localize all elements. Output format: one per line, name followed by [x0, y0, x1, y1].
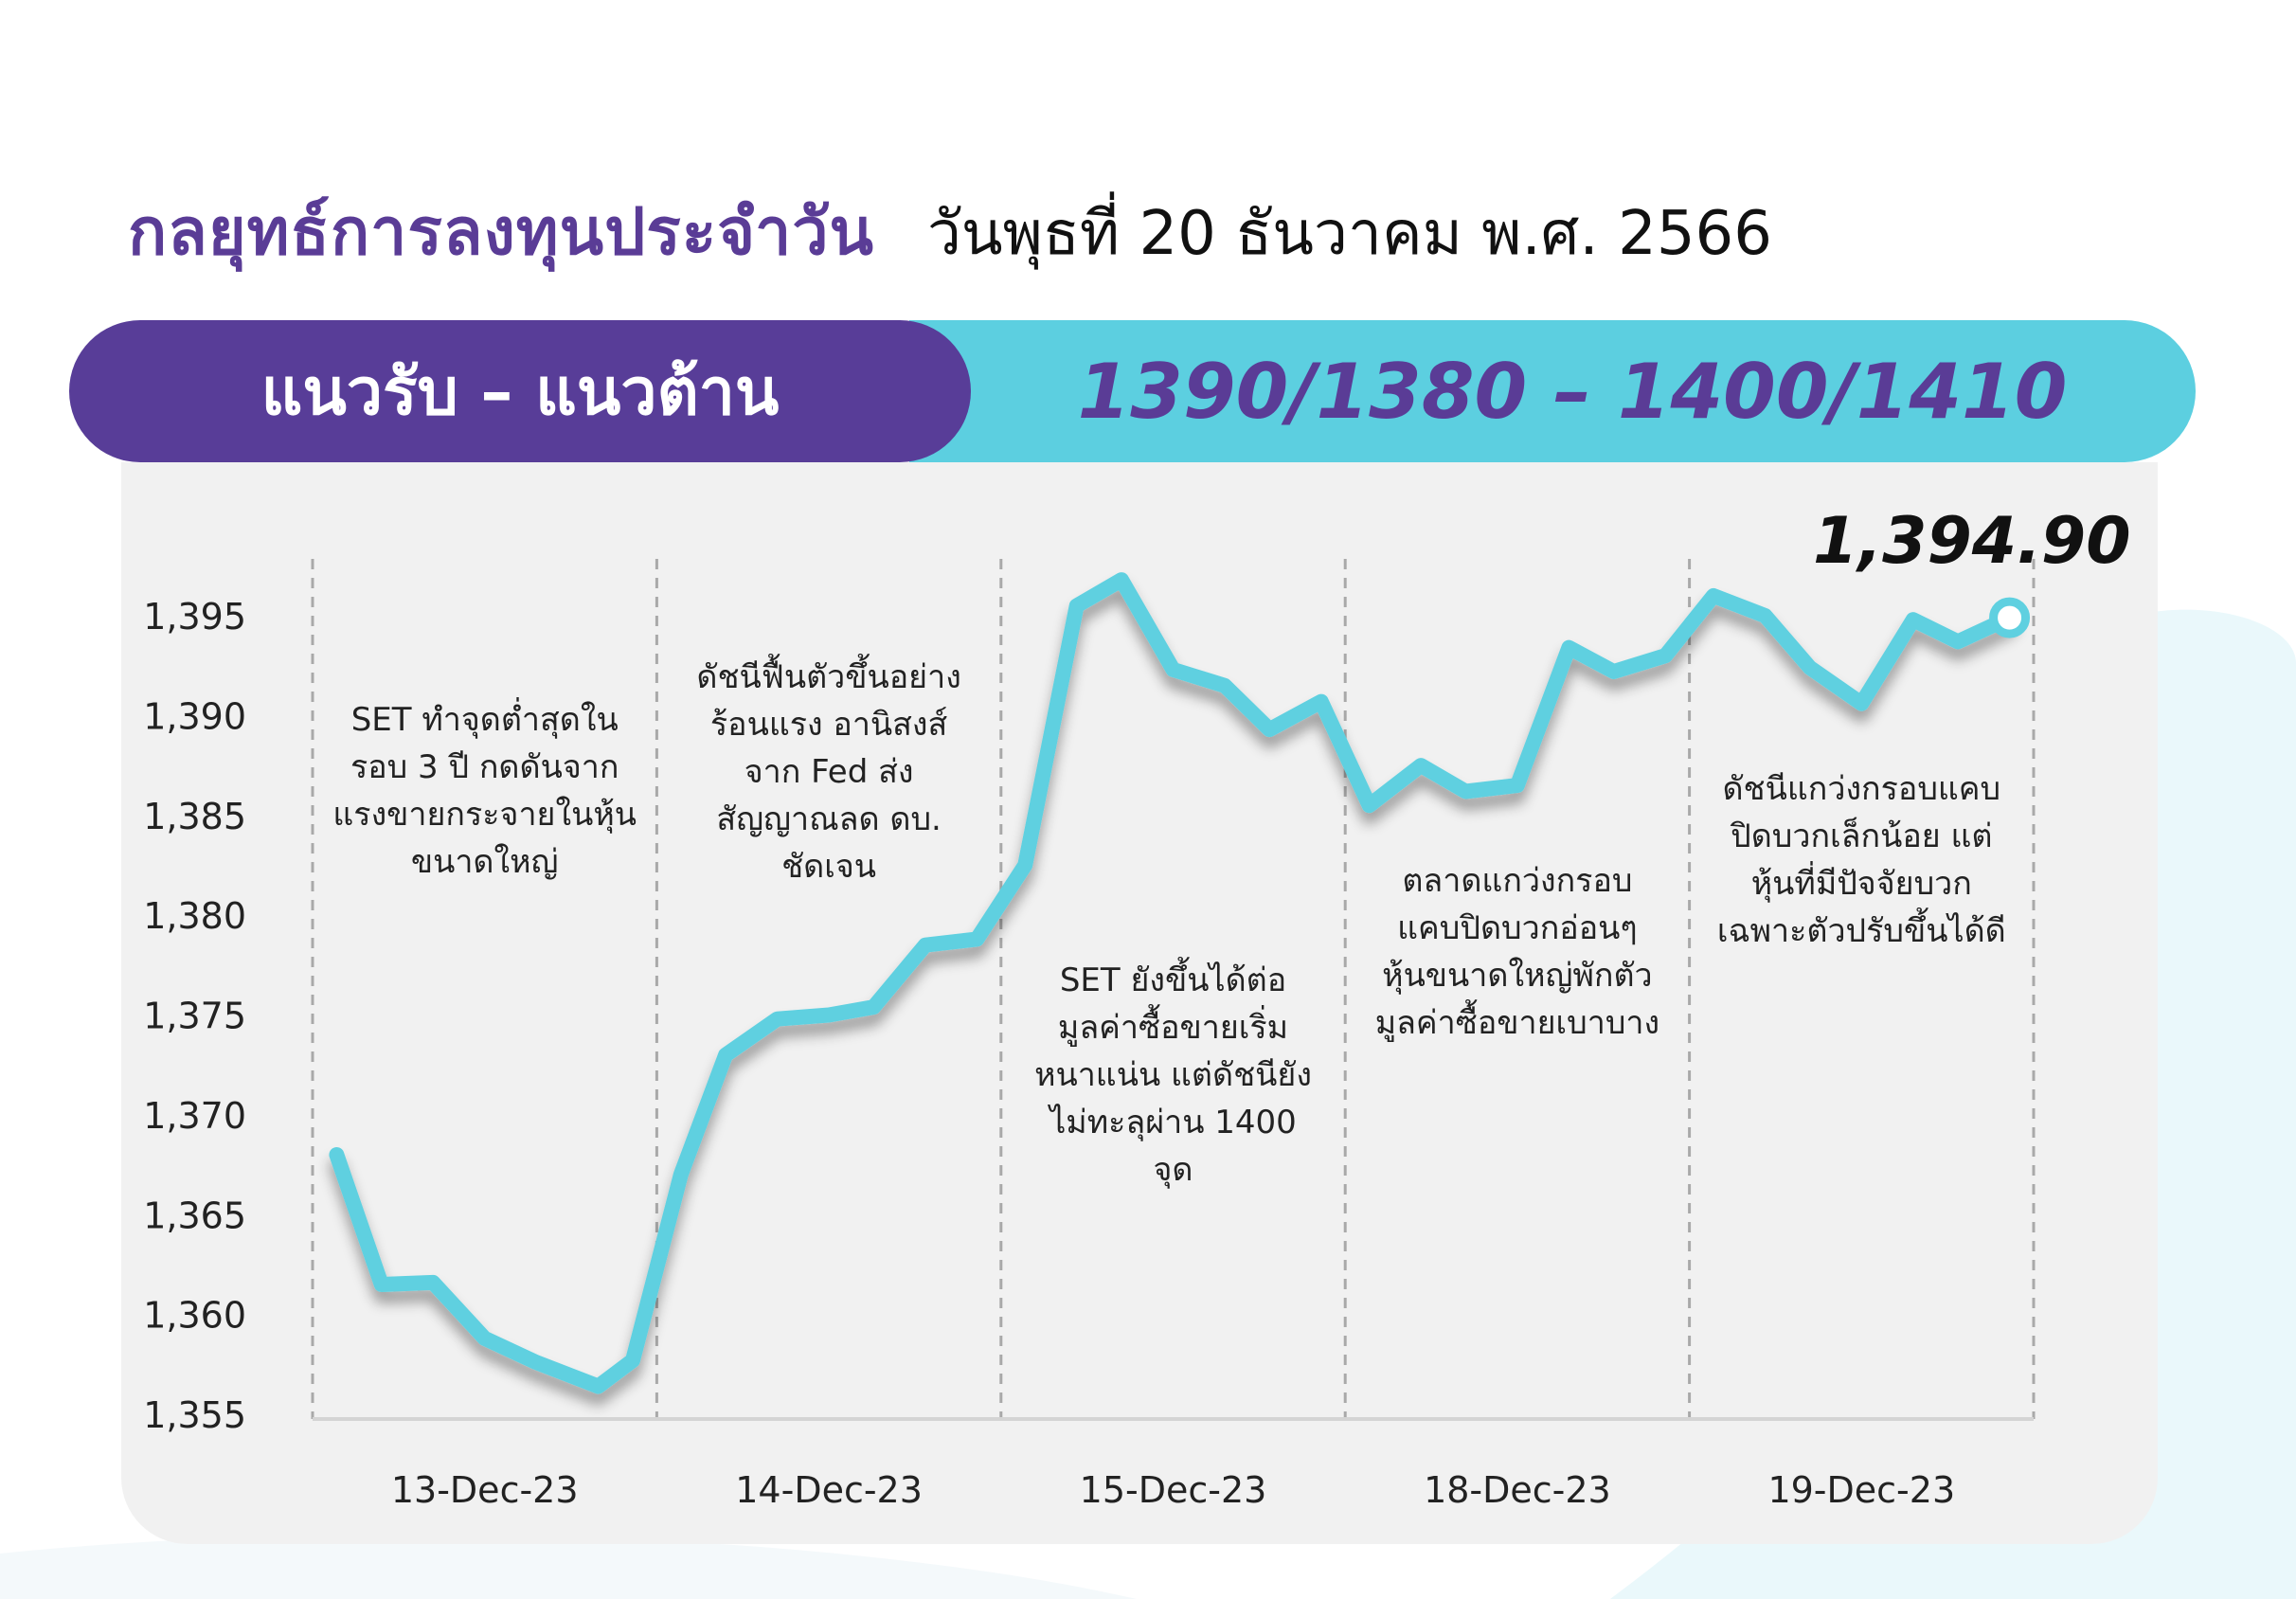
- annotation-text: ตลาดแกว่งกรอบ แคบปิดบวกอ่อนๆ หุ้นขนาดใหญ…: [1374, 862, 1660, 1042]
- support-resistance-value: 1390/1380 – 1400/1410: [1077, 347, 2068, 436]
- y-tick-label: 1,360: [143, 1295, 246, 1337]
- last-value-label: 1,394.90: [1813, 504, 2131, 579]
- y-tick-label: 1,375: [143, 996, 246, 1037]
- last-point-marker: [1989, 597, 2031, 638]
- title-row: กลยุทธ์การลงทุนประจำวัน วันพุธที่ 20 ธัน…: [128, 180, 1772, 275]
- x-tick-label: 15-Dec-23: [1080, 1469, 1267, 1511]
- y-tick-label: 1,390: [143, 695, 246, 737]
- page-date: วันพุธที่ 20 ธันวาคม พ.ศ. 2566: [926, 199, 1772, 269]
- y-tick-label: 1,355: [143, 1394, 246, 1436]
- annotation-text: SET ทำจุดต่ำสุดใน รอบ 3 ปี กดดันจาก แรงข…: [332, 701, 637, 881]
- support-resistance-band: [909, 320, 2196, 462]
- x-tick-label: 14-Dec-23: [735, 1469, 923, 1511]
- annotation-text: SET ยังขึ้นได้ต่อ มูลค่าซื้อขายเริ่ม หนา…: [1034, 961, 1312, 1189]
- y-tick-label: 1,395: [143, 596, 246, 638]
- y-tick-label: 1,365: [143, 1195, 246, 1236]
- x-axis-ticks: 13-Dec-23 14-Dec-23 15-Dec-23 18-Dec-23 19-D…: [391, 1469, 1955, 1511]
- page-title: กลยุทธ์การลงทุนประจำวัน: [128, 195, 874, 270]
- y-tick-label: 1,380: [143, 895, 246, 937]
- series-line: [329, 572, 2018, 1394]
- support-resistance-label: แนวรับ – แนวต้าน: [260, 355, 780, 430]
- x-tick-label: 19-Dec-23: [1767, 1469, 1955, 1511]
- support-resistance-label-pill: แนวรับ – แนวต้าน: [69, 320, 971, 462]
- annotation-text: ดัชนีแกว่งกรอบแคบ ปิดบวกเล็กน้อย แต่ หุ้…: [1716, 770, 2006, 950]
- y-tick-label: 1,370: [143, 1095, 246, 1137]
- x-tick-label: 13-Dec-23: [391, 1469, 579, 1511]
- annotation-text: ดัชนีฟื้นตัวขึ้นอย่าง ร้อนแรง อานิสงส์ จ…: [696, 658, 961, 886]
- x-tick-label: 18-Dec-23: [1424, 1469, 1611, 1511]
- chart-panel: [121, 462, 2158, 1544]
- y-tick-label: 1,385: [143, 796, 246, 837]
- y-axis-ticks: 1,355 1,360 1,365 1,370 1,375 1,380 1,385 1,390…: [143, 596, 246, 1436]
